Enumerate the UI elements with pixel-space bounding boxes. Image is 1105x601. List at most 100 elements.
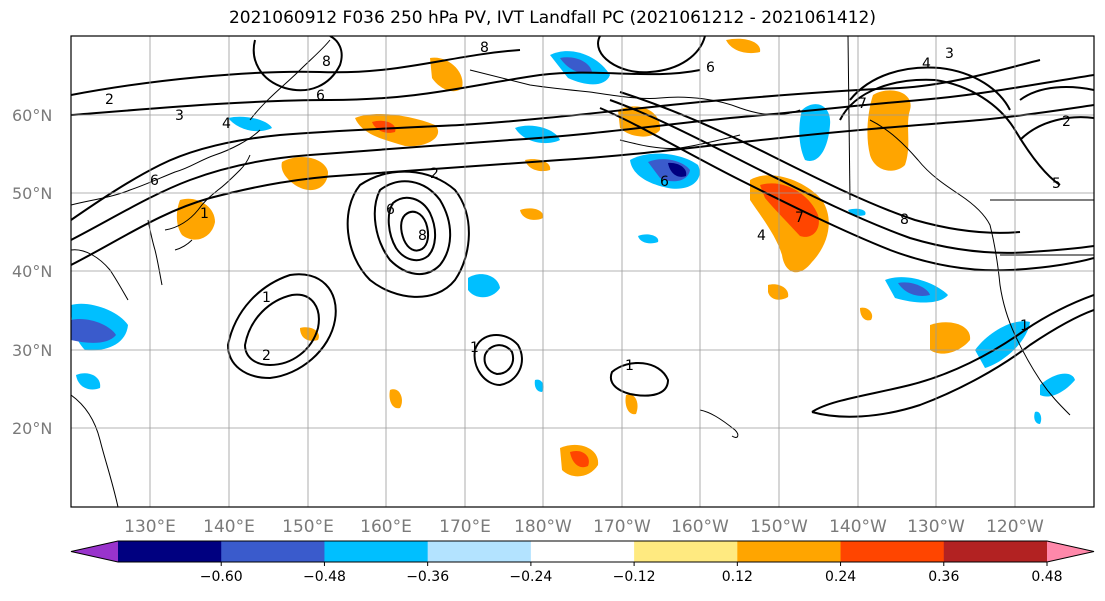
colorbar-swatches bbox=[70, 540, 1095, 563]
pv-contour-closed bbox=[227, 273, 337, 379]
contour-label: 2 bbox=[430, 166, 439, 182]
japan-coastline bbox=[164, 154, 251, 231]
colorbar-swatch bbox=[530, 541, 635, 562]
pv-contour-closed bbox=[483, 344, 514, 375]
ivt-strong-negative-patch bbox=[898, 282, 930, 296]
alaska-border bbox=[847, 36, 851, 201]
ivt-positive-patch bbox=[867, 90, 911, 171]
colorbar: −0.60 −0.48 −0.36 −0.24 −0.12 0.12 0.24 0.36 0.4… bbox=[70, 540, 1095, 585]
colorbar-tick-label: −0.12 bbox=[613, 569, 656, 585]
pv-contour-line bbox=[839, 78, 1061, 186]
pv-contours bbox=[71, 36, 1094, 418]
ivt-negative-patch bbox=[534, 379, 544, 392]
ivt-positive-patch bbox=[625, 394, 638, 415]
pv-contour-closed bbox=[610, 361, 669, 397]
pv-contour-closed bbox=[252, 36, 343, 92]
ivt-negative-patch bbox=[228, 116, 272, 132]
ivt-negative-patch bbox=[799, 104, 831, 161]
contour-label: 8 bbox=[480, 40, 489, 56]
pv-contour-closed bbox=[473, 334, 523, 386]
colorbar-swatch bbox=[427, 541, 532, 562]
contour-label: 4 bbox=[222, 116, 231, 132]
contour-label: 6 bbox=[150, 173, 159, 189]
ivt-negative-patch bbox=[1034, 411, 1042, 424]
colorbar-extend-min bbox=[71, 541, 118, 562]
lon-label: 130°W bbox=[907, 517, 965, 537]
gridlines bbox=[71, 36, 1094, 507]
lon-label: 160°W bbox=[671, 517, 729, 537]
contour-label: 6 bbox=[706, 60, 715, 76]
contour-label: 1 bbox=[470, 340, 479, 356]
kamchatka-coastline bbox=[249, 39, 331, 121]
pv-contour-line bbox=[619, 91, 1021, 234]
pv-contour-closed bbox=[387, 196, 436, 262]
colorbar-outline bbox=[70, 540, 1095, 563]
pv-contour-line bbox=[71, 104, 1094, 266]
contour-label: 2 bbox=[105, 92, 114, 108]
contour-label: 6 bbox=[660, 174, 669, 190]
colorbar-swatch bbox=[221, 541, 325, 562]
ivt-strong-positive-patch bbox=[570, 450, 589, 468]
ivt-negative-patch bbox=[1040, 373, 1075, 397]
se-asia-coastline bbox=[71, 394, 119, 507]
alaska-coastline bbox=[469, 69, 801, 116]
pv-contour-line bbox=[849, 66, 1011, 111]
japan-island bbox=[174, 239, 193, 251]
ivt-positive-patch bbox=[768, 284, 789, 300]
ivt-positive-patch bbox=[176, 198, 215, 240]
pv-contour-line bbox=[597, 36, 706, 74]
ivt-positive-patch bbox=[281, 157, 328, 191]
lon-label: 120°W bbox=[986, 517, 1044, 537]
pv-contour-line bbox=[71, 59, 1041, 221]
ivt-positive-patch bbox=[930, 322, 971, 354]
ivt-negative-patch bbox=[76, 373, 101, 390]
lon-labels: 130°E 140°E 150°E 160°E 170°E 180°W 170°… bbox=[124, 517, 1044, 537]
contour-labels: 2 3 4 8 8 6 2 8 6 1 2 1 1 6 6 4 7 8 3 4 … bbox=[105, 40, 1071, 374]
ivt-positive-patch bbox=[389, 389, 402, 409]
lon-label: 140°E bbox=[203, 517, 255, 537]
lon-label: 170°W bbox=[593, 517, 651, 537]
pv-contour-line bbox=[71, 69, 701, 116]
colorbar-tick-label: 0.24 bbox=[825, 569, 856, 585]
pv-contour-closed bbox=[244, 293, 320, 366]
contour-label: 2 bbox=[262, 348, 271, 364]
lat-label: 20°N bbox=[12, 419, 52, 438]
contour-label: 7 bbox=[795, 210, 804, 226]
contour-label: 4 bbox=[922, 56, 931, 72]
na-borders bbox=[990, 199, 1094, 256]
contour-label: 1 bbox=[625, 358, 634, 374]
hawaii-islands bbox=[699, 409, 739, 438]
ivt-strong-negative-patch bbox=[560, 57, 592, 74]
pv-contour-line bbox=[811, 309, 1094, 418]
ivt-positive-patch bbox=[726, 38, 761, 54]
contour-label: 8 bbox=[900, 212, 909, 228]
colorbar-tick-label: 0.12 bbox=[722, 569, 753, 585]
ivt-negative-patch bbox=[638, 234, 659, 244]
lat-label: 50°N bbox=[12, 184, 52, 203]
colorbar-tick-label: 0.48 bbox=[1031, 569, 1062, 585]
ivt-positive-patch bbox=[520, 208, 544, 220]
colorbar-tick-label: 0.36 bbox=[928, 569, 959, 585]
contour-label: 3 bbox=[175, 108, 184, 124]
contour-label: 1 bbox=[200, 206, 209, 222]
lat-label: 40°N bbox=[12, 262, 52, 281]
contour-label: 6 bbox=[316, 88, 325, 104]
colorbar-swatch bbox=[737, 541, 842, 562]
colorbar-swatch bbox=[943, 541, 1048, 562]
map-title: 2021060912 F036 250 hPa PV, IVT Landfall… bbox=[228, 8, 876, 28]
colorbar-ticks: −0.60 −0.48 −0.36 −0.24 −0.12 0.12 0.24 0.36 0.4… bbox=[200, 562, 1063, 585]
contour-label: 1 bbox=[262, 290, 271, 306]
colorbar-swatch bbox=[118, 541, 222, 562]
colorbar-tick-label: −0.48 bbox=[303, 569, 346, 585]
ivt-negative-patch bbox=[468, 274, 500, 298]
colorbar-swatch bbox=[840, 541, 945, 562]
colorbar-extend-max bbox=[1047, 541, 1094, 562]
lon-label: 170°E bbox=[439, 517, 491, 537]
lon-label: 160°E bbox=[360, 517, 412, 537]
contour-label: 3 bbox=[945, 46, 954, 62]
contour-label: 6 bbox=[386, 202, 395, 218]
lon-label: 150°W bbox=[750, 517, 808, 537]
lon-label: 130°E bbox=[124, 517, 176, 537]
contour-label: 5 bbox=[1052, 176, 1061, 192]
